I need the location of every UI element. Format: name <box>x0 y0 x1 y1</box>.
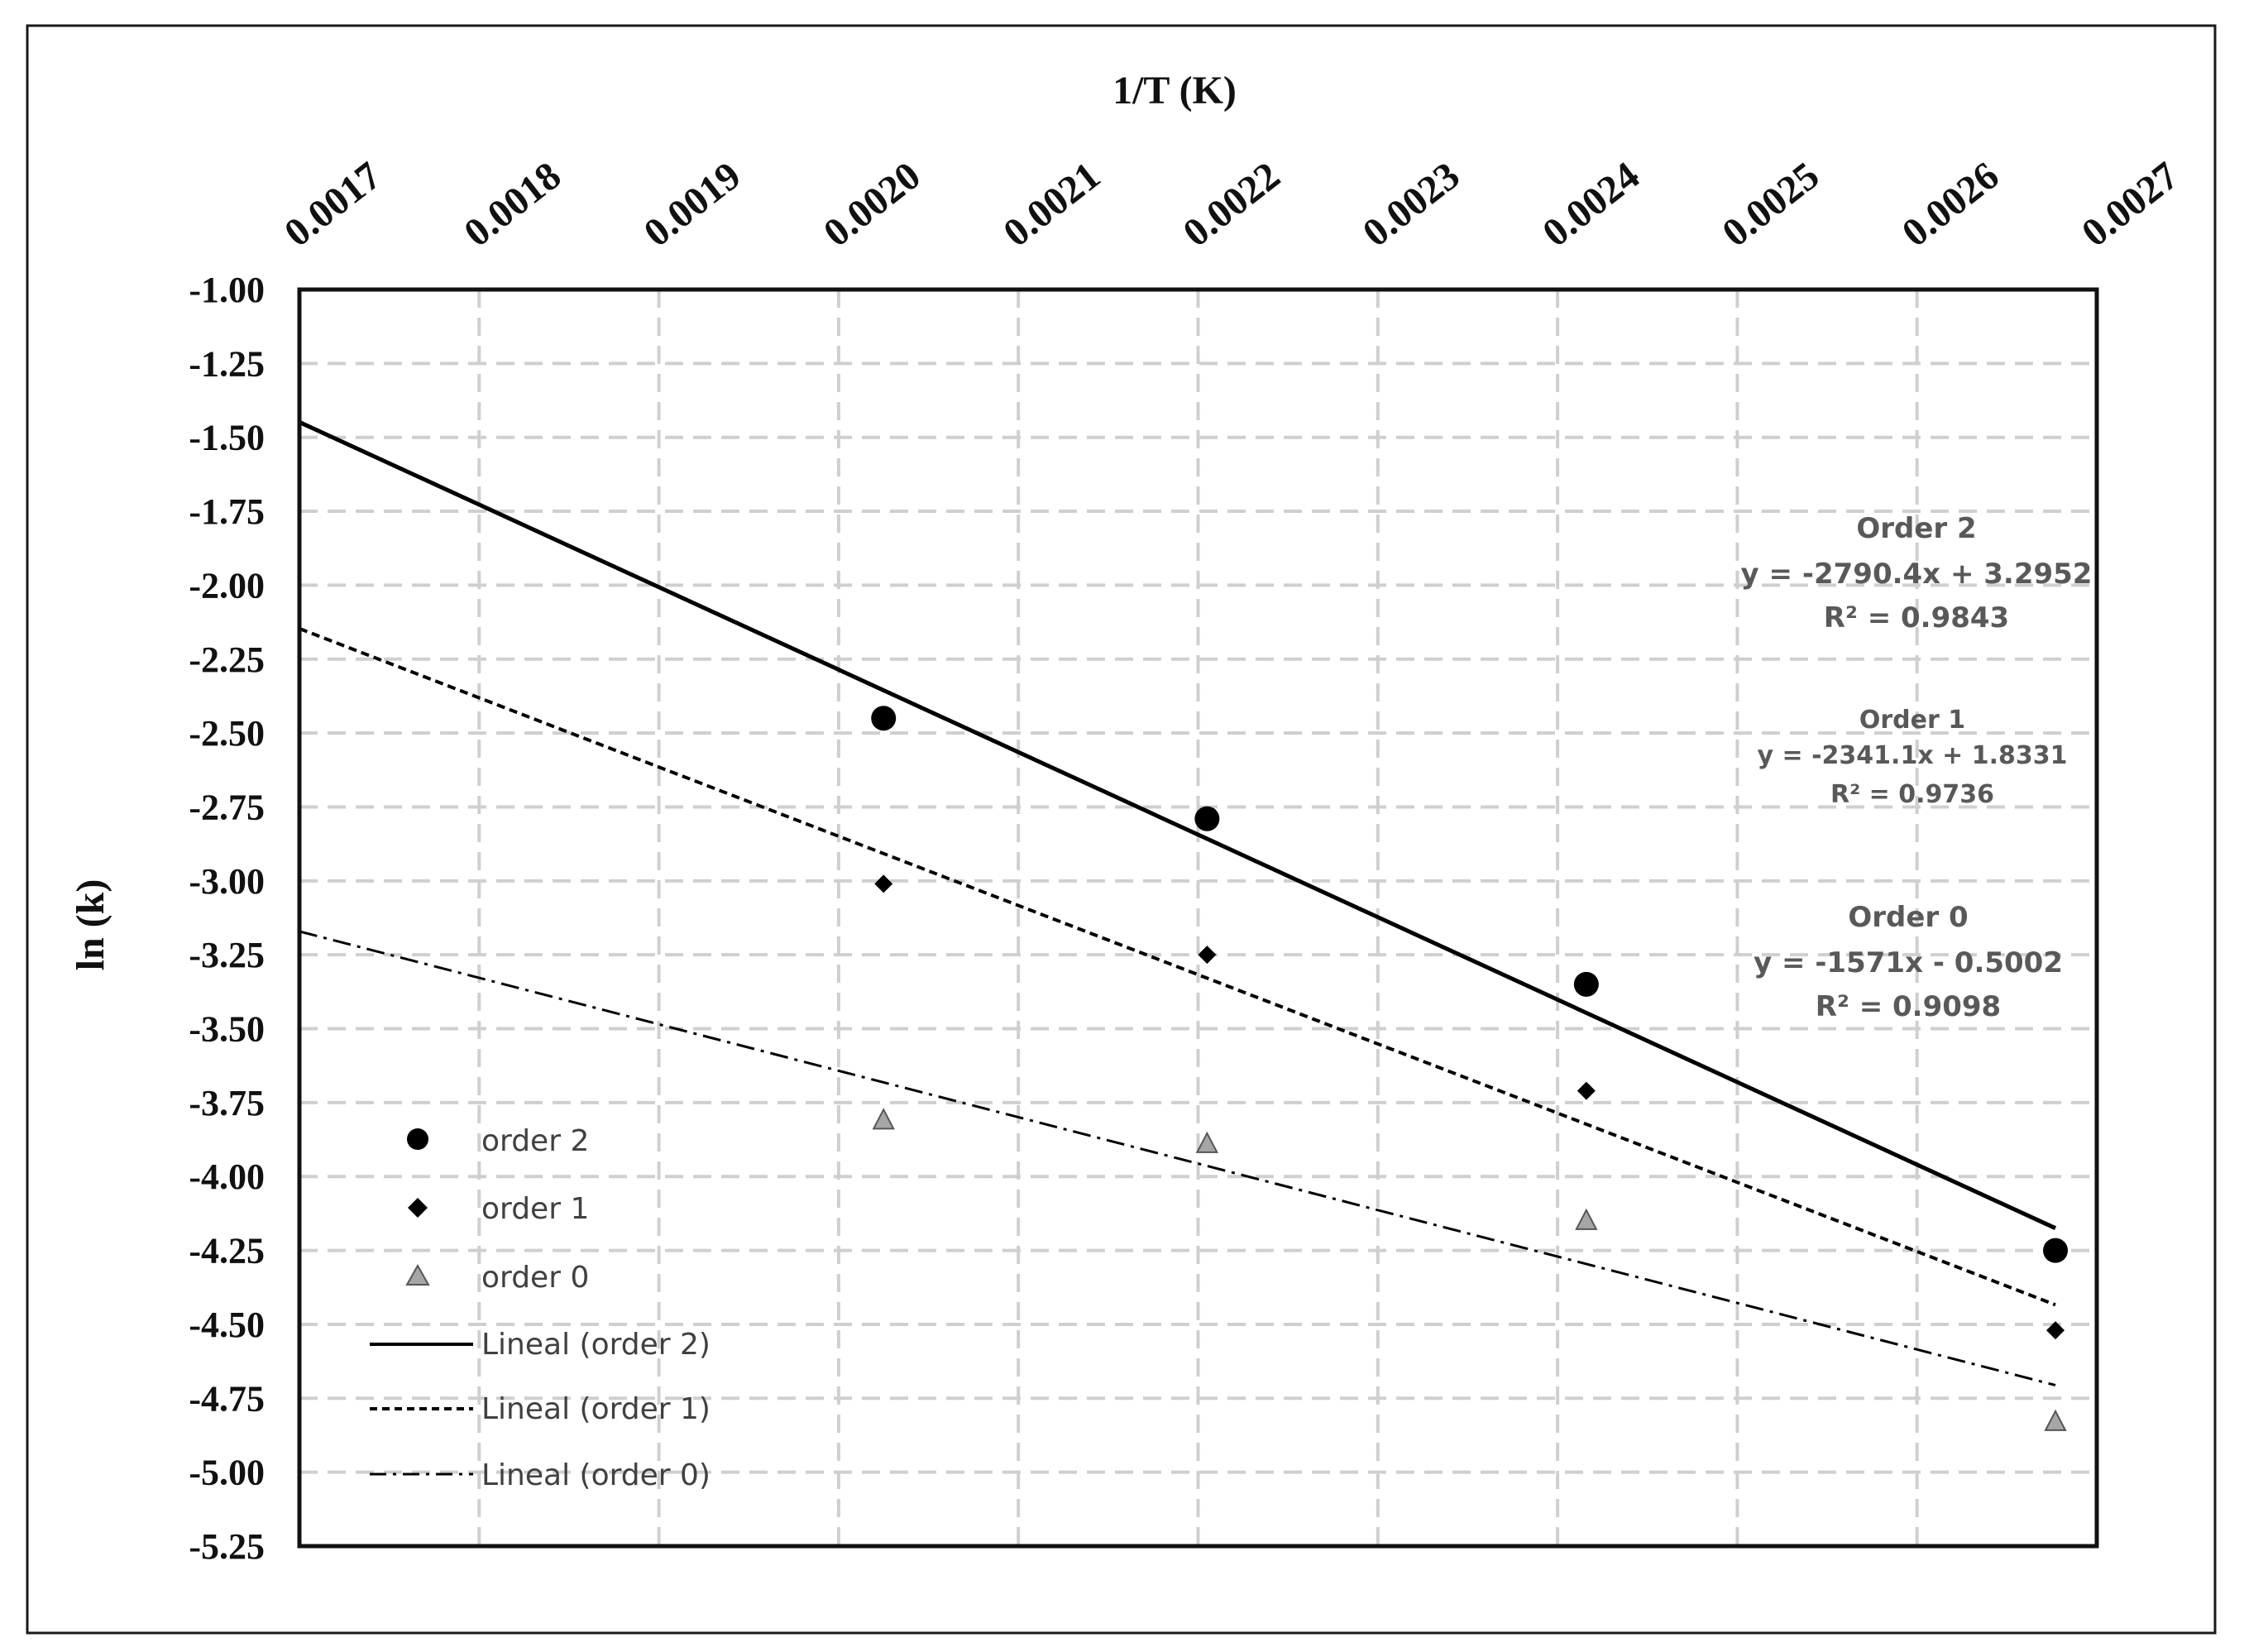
legend-label-lineal-order-1: Lineal (order 1) <box>481 1392 711 1426</box>
annotation-order-2: Order 2 y = -2790.4x + 3.2952 R² = 0.984… <box>1741 512 2093 634</box>
trendline-order-0 <box>299 930 2056 1386</box>
legend-item-order-1: order 1 <box>408 1192 589 1226</box>
annotation-order-0-equation: y = -1571x - 0.5002 <box>1754 946 2063 979</box>
legend-item-lineal-order-2: Lineal (order 2) <box>370 1328 711 1362</box>
trendlines <box>298 420 2057 1386</box>
x-tick-label: 0.0025 <box>1715 154 1828 256</box>
legend-item-order-0: order 0 <box>405 1261 589 1295</box>
x-tick-label: 0.0017 <box>276 154 390 256</box>
y-tick-label: -2.75 <box>189 787 265 827</box>
gridlines <box>299 290 2097 1546</box>
y-tick-label: -5.00 <box>189 1453 265 1493</box>
y-tick-label: -3.00 <box>189 861 265 902</box>
x-axis-title: 1/T (K) <box>1112 69 1237 113</box>
x-tick-label: 0.0020 <box>816 154 929 256</box>
x-tick-label: 0.0022 <box>1175 154 1289 256</box>
y-tick-label: -1.75 <box>189 491 265 532</box>
legend-marker-order-0 <box>405 1263 430 1286</box>
point-order-2 <box>1573 971 1599 997</box>
point-order-2 <box>1194 806 1220 831</box>
point-order-0 <box>2044 1409 2067 1431</box>
chart-frame <box>26 24 2217 1635</box>
legend-marker-order-1 <box>408 1198 428 1218</box>
x-tick-label: 0.0024 <box>1534 154 1648 256</box>
point-order-2 <box>2043 1238 2069 1263</box>
legend-label-order-0: order 0 <box>481 1261 589 1295</box>
point-order-0 <box>872 1108 895 1130</box>
point-order-1 <box>2046 1321 2065 1340</box>
x-tick-label: 0.0027 <box>2074 154 2187 256</box>
x-tick-label: 0.0021 <box>995 154 1108 256</box>
y-tick-label: -2.25 <box>189 639 265 680</box>
y-tick-label: -3.50 <box>189 1009 265 1050</box>
y-tick-label: -2.50 <box>189 713 265 754</box>
y-tick-label: -1.25 <box>189 343 265 384</box>
legend-item-lineal-order-0: Lineal (order 0) <box>370 1458 711 1492</box>
legend-marker-order-2 <box>407 1128 428 1150</box>
x-tick-label: 0.0023 <box>1355 154 1468 256</box>
legend-label-lineal-order-2: Lineal (order 2) <box>481 1328 711 1362</box>
trendline-order-2 <box>298 420 2057 1230</box>
annotation-order-1-title: Order 1 <box>1859 706 1965 735</box>
legend-label-lineal-order-0: Lineal (order 0) <box>481 1458 711 1492</box>
annotation-order-1-r2: R² = 0.9736 <box>1830 780 1994 809</box>
annotation-order-0-r2: R² = 0.9098 <box>1816 990 2001 1023</box>
y-tick-label: -1.00 <box>189 270 265 310</box>
point-order-0 <box>1195 1131 1219 1153</box>
legend-item-order-2: order 2 <box>407 1124 589 1158</box>
annotation-order-0: Order 0 y = -1571x - 0.5002 R² = 0.9098 <box>1754 901 2063 1023</box>
y-tick-label: -4.00 <box>189 1156 265 1197</box>
x-tick-label: 0.0026 <box>1894 154 2007 256</box>
y-tick-label: -3.25 <box>189 935 265 975</box>
x-tick-label: 0.0019 <box>636 154 749 256</box>
legend-label-order-2: order 2 <box>481 1124 589 1158</box>
trendline-order-1 <box>299 627 2056 1307</box>
plot-area <box>297 287 2099 1549</box>
y-tick-label: -3.75 <box>189 1083 265 1123</box>
y-tick-label: -4.25 <box>189 1231 265 1271</box>
y-axis-title: ln (k) <box>69 879 112 971</box>
y-tick-label: -4.75 <box>189 1378 265 1419</box>
annotation-order-0-title: Order 0 <box>1848 901 1968 934</box>
point-order-2 <box>871 706 897 731</box>
annotation-order-2-equation: y = -2790.4x + 3.2952 <box>1741 558 2093 591</box>
data-points <box>871 706 2069 1431</box>
legend: order 2 order 1 order 0 Lineal (order 2)… <box>370 1124 711 1492</box>
annotation-order-2-r2: R² = 0.9843 <box>1824 601 2009 634</box>
y-tick-label: -1.50 <box>189 418 265 458</box>
point-order-1 <box>1198 946 1217 965</box>
y-tick-labels: -1.00 -1.25 -1.50 -1.75 -2.00 -2.25 -2.50 -2.75… <box>189 270 265 1567</box>
y-tick-label: -2.00 <box>189 565 265 606</box>
legend-item-lineal-order-1: Lineal (order 1) <box>370 1392 711 1426</box>
point-order-1 <box>874 874 893 893</box>
point-order-1 <box>1577 1081 1596 1100</box>
x-tick-label: 0.0018 <box>456 154 569 256</box>
point-order-0 <box>1575 1208 1598 1230</box>
x-tick-labels: 0.0017 0.0018 0.0019 0.0020 0.0021 0.0022 0.00… <box>276 154 2187 256</box>
annotation-order-2-title: Order 2 <box>1856 512 1976 545</box>
y-tick-label: -4.50 <box>189 1305 265 1345</box>
legend-label-order-1: order 1 <box>481 1192 589 1226</box>
y-tick-label: -5.25 <box>189 1526 265 1567</box>
annotation-order-1: Order 1 y = -2341.1x + 1.8331 R² = 0.973… <box>1758 706 2068 809</box>
annotation-order-1-equation: y = -2341.1x + 1.8331 <box>1758 741 2068 770</box>
